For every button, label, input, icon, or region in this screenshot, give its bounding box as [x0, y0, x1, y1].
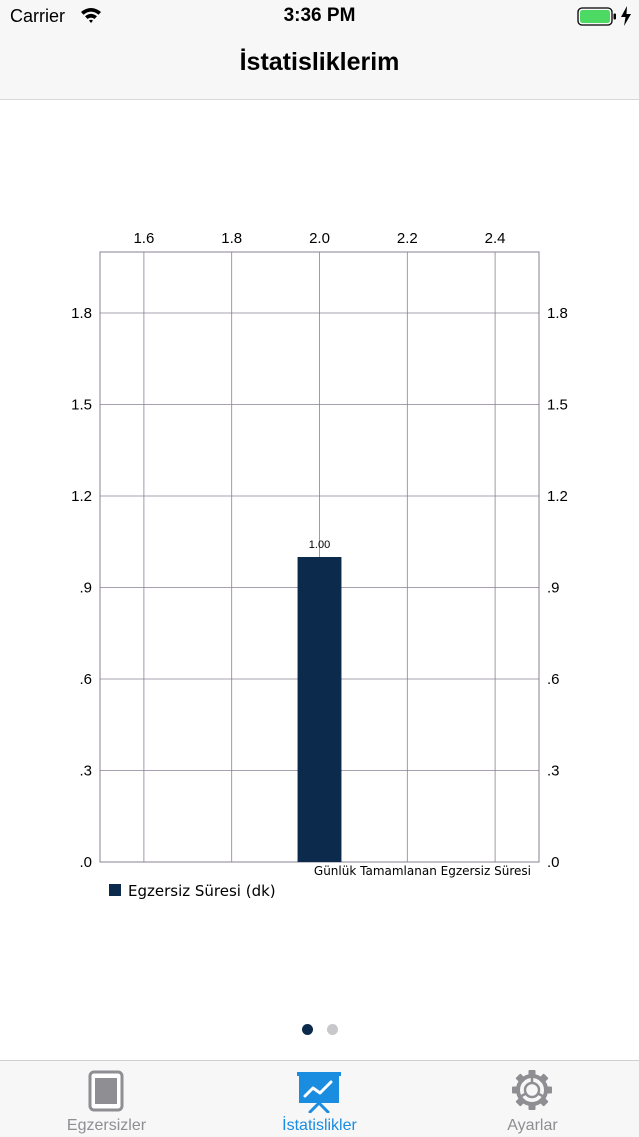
carrier-label: Carrier	[10, 6, 66, 26]
presentation-chart-icon	[297, 1072, 341, 1113]
y-tick-label-left: .0	[79, 854, 92, 871]
x-axis-top: 1.6 1.8 2.0 2.2 2.4	[133, 230, 505, 247]
y-tick-label-right: 1.5	[547, 397, 568, 414]
y-tick-label-right: .6	[547, 671, 560, 688]
y-tick-label-left: .9	[79, 580, 92, 597]
bar	[297, 557, 342, 862]
y-tick-label-left: 1.5	[71, 397, 92, 414]
tab-label: İstatislikler	[282, 1117, 357, 1134]
navigation-bar: İstatisliklerim	[0, 34, 639, 100]
tab-egzersizler[interactable]: Egzersizler	[0, 1061, 213, 1137]
wifi-icon	[80, 6, 102, 29]
y-tick-label-left: 1.2	[71, 488, 92, 505]
page-title: İstatisliklerim	[239, 48, 400, 76]
x-tick-label: 2.0	[309, 230, 330, 247]
gear-icon	[512, 1070, 552, 1110]
tab-istatislikler[interactable]: İstatislikler	[213, 1061, 426, 1137]
clock: 3:36 PM	[283, 5, 356, 26]
bar-series: 1.00	[297, 539, 342, 862]
y-tick-label-right: 1.8	[547, 305, 568, 322]
y-tick-label-right: .3	[547, 763, 560, 780]
battery-icon	[577, 7, 617, 32]
legend-label: Egzersiz Süresi (dk)	[128, 882, 276, 900]
tab-label: Ayarlar	[507, 1117, 558, 1134]
chart-legend: Egzersiz Süresi (dk)	[109, 882, 276, 900]
x-tick-label: 2.4	[485, 230, 506, 247]
bar-chart[interactable]: 1.00 1.6 1.8 2.0 2.2 2.4 .0 .3 .6 .9 1.2 1.5 1.8 .…	[0, 100, 639, 930]
x-tick-label: 1.6	[133, 230, 154, 247]
tab-ayarlar[interactable]: Ayarlar	[426, 1061, 639, 1137]
bar-value-label: 1.00	[309, 539, 330, 551]
x-tick-label: 1.8	[221, 230, 242, 247]
charging-bolt-icon	[620, 6, 632, 31]
y-axis-left: .0 .3 .6 .9 1.2 1.5 1.8	[71, 305, 92, 871]
y-tick-label-right: 1.2	[547, 488, 568, 505]
y-axis-right: .0 .3 .6 .9 1.2 1.5 1.8	[547, 305, 568, 871]
legend-swatch	[109, 884, 121, 896]
status-bar: Carrier 3:36 PM	[0, 0, 639, 34]
chart-description: Günlük Tamamlanan Egzersiz Süresi	[314, 864, 531, 878]
tab-label: Egzersizler	[66, 1117, 147, 1134]
notebook-icon	[88, 1070, 124, 1112]
y-tick-label-left: 1.8	[71, 305, 92, 322]
y-tick-label-right: .9	[547, 580, 560, 597]
battery-level	[580, 10, 610, 23]
page-indicator[interactable]	[0, 1024, 639, 1035]
page-dot-1[interactable]	[301, 1024, 313, 1035]
y-tick-label-left: .6	[79, 671, 92, 688]
tab-bar: Egzersizler İstatislikler	[0, 1060, 639, 1137]
y-tick-label-right: .0	[547, 854, 560, 871]
page-dot-2[interactable]	[326, 1024, 338, 1035]
y-tick-label-left: .3	[79, 763, 92, 780]
x-tick-label: 2.2	[397, 230, 418, 247]
